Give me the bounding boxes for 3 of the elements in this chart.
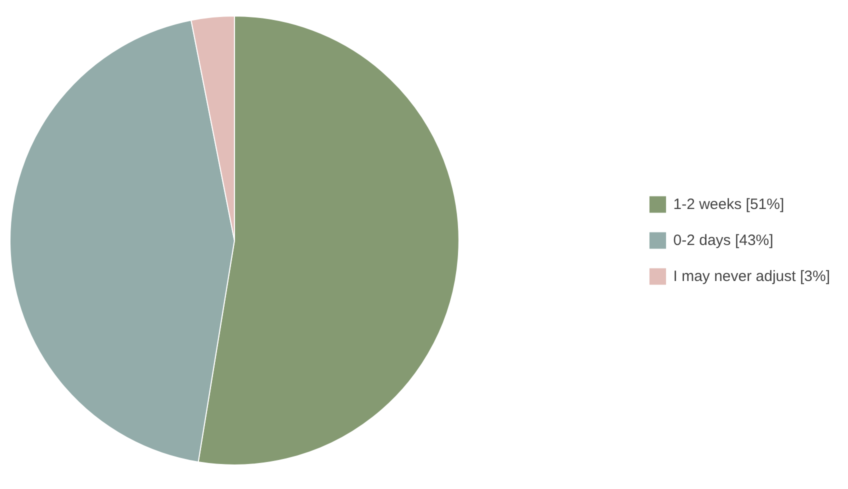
legend-label: 0-2 days [43%] [673, 232, 774, 248]
legend-label: 1-2 weeks [51%] [673, 196, 784, 212]
legend-label: I may never adjust [3%] [673, 268, 830, 284]
